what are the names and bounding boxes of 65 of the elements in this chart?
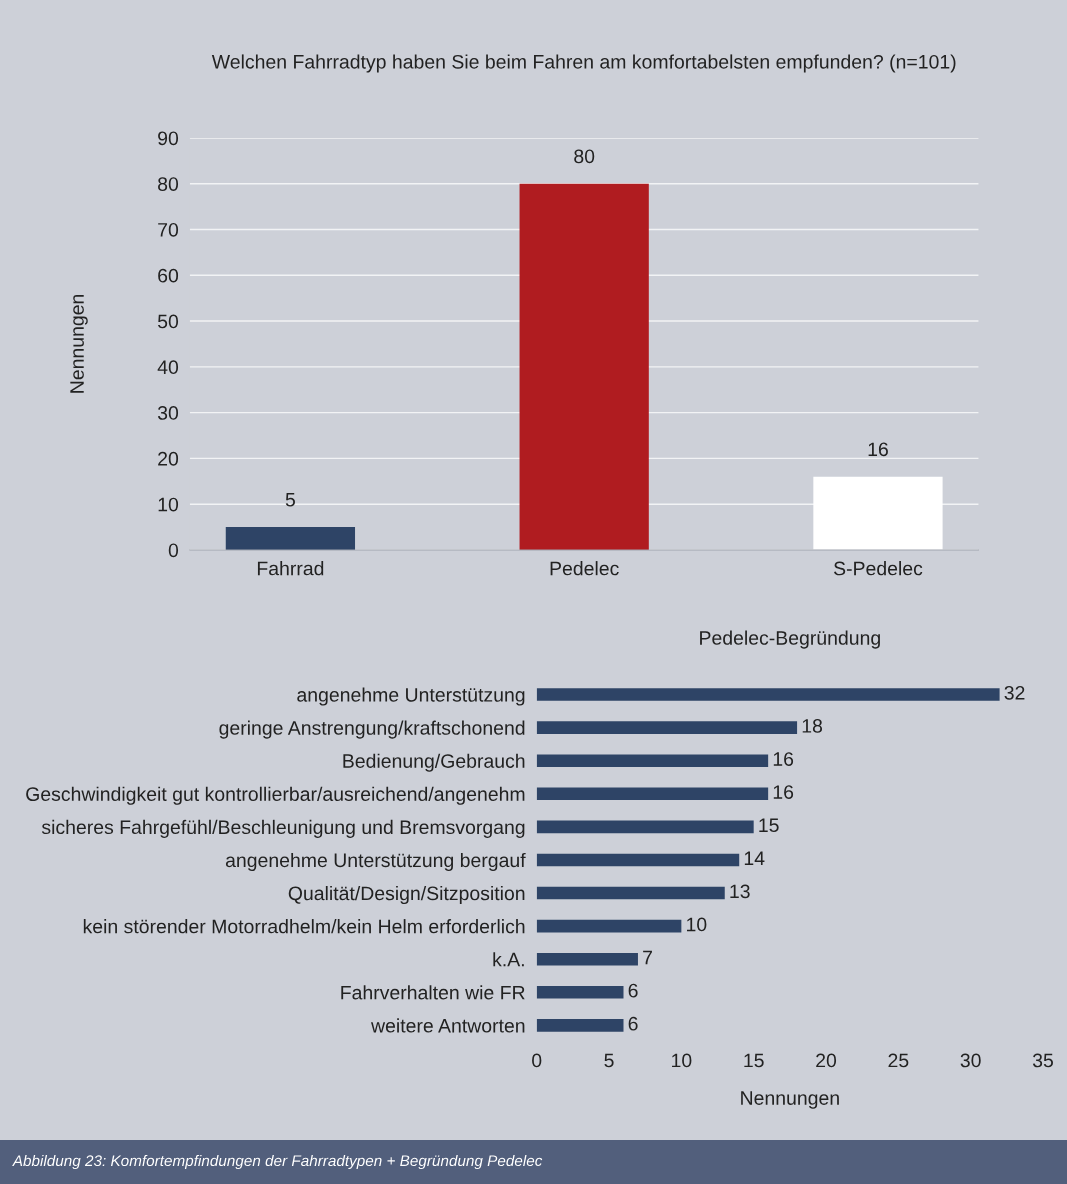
y-tick-label: 10 [158,497,179,512]
y-tick-label: angenehme Unterstützung bergauf [225,852,526,872]
text: Abbildung 23: Komfortempfindungen der Fahrradtypen + Begründung Pedelec [12,1154,543,1170]
x-tick-label: 35 [1032,1053,1053,1068]
bar [225,527,356,550]
data-label: 16 [773,752,794,766]
y-axis-title: Nennungen [70,294,88,393]
y-tick-label: geringe Anstrengung/kraftschonend [219,720,525,739]
bar [813,476,943,550]
bar [536,952,638,966]
x-tick-label: 25 [888,1053,909,1068]
data-label: 10 [687,917,707,932]
y-tick-label: sicheres Fahrgefühl/Beschleunigung und Bremsvorgang [41,819,525,838]
bar [519,183,649,550]
data-label: 80 [574,149,595,164]
data-label: 16 [773,785,794,799]
y-tick-label: 50 [157,314,179,329]
y-tick-label: 60 [158,268,179,283]
y-tick-label: 0 [168,543,179,558]
y-tick-label: 20 [158,451,179,466]
bar [536,919,682,933]
x-tick-label: 10 [672,1053,692,1068]
y-tick-label: 80 [158,177,179,191]
x-tick-label: 15 [744,1053,764,1068]
bar [536,754,769,767]
bar [536,886,725,900]
data-label: 13 [730,884,750,899]
data-label: 18 [802,719,823,733]
y-tick-label: Bedienung/Gebrauch [343,753,525,772]
data-label: 16 [868,442,888,457]
x-tick-label: Fahrrad [257,561,324,576]
bar [536,853,740,867]
y-tick-label: Qualität/Design/Sitzposition [288,885,525,905]
y-tick-label: 40 [157,360,179,375]
y-tick-label: angenehme Unterstützung [297,687,525,706]
x-tick-label: 30 [960,1053,981,1068]
y-tick-label: Geschwindigkeit gut kontrollierbar/ausreichend/angenehm [26,786,525,805]
x-tick-label: Pedelec [550,561,619,576]
bar [536,986,624,999]
data-label: 6 [628,983,638,998]
data-label: 32 [1004,685,1025,700]
bar [536,787,769,801]
y-tick-label: 70 [158,222,179,237]
chart-title: Welchen Fahrradtyp haben Sie beim Fahren am komfortabelsten empfunden? (n=101) [211,54,956,73]
x-axis-title: Nennungen [741,1091,839,1109]
y-tick-label: k.A. [493,952,524,967]
x-tick-label: S-Pedelec [833,561,923,576]
y-tick-label: 90 [158,131,179,146]
y-tick-label: kein störender Motorradhelm/kein Helm erforderlich [83,919,525,934]
x-tick-label: 5 [604,1053,614,1068]
data-label: 7 [643,950,652,965]
bar [536,1019,624,1032]
chart-title: Pedelec-Begründung [700,630,880,649]
bar [536,688,1000,701]
y-tick-label: Fahrverhalten wie FR [341,985,525,1000]
x-tick-label: 0 [532,1053,542,1068]
data-label: 14 [744,851,765,865]
y-tick-label: 30 [157,406,179,420]
data-label: 5 [285,493,295,507]
data-label: 6 [628,1016,638,1031]
bar [536,820,754,834]
x-tick-label: 20 [816,1053,837,1068]
data-label: 15 [759,818,779,833]
bar [536,721,798,734]
y-tick-label: weitere Antworten [371,1018,525,1033]
